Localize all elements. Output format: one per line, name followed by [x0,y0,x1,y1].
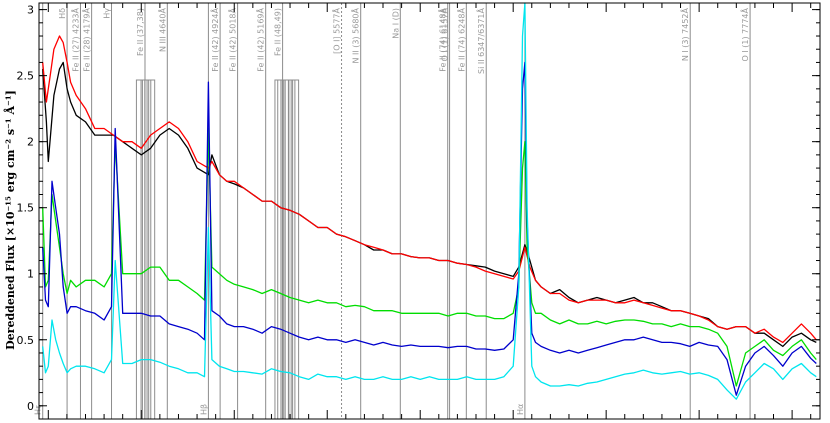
y-tick-label: 2 [27,136,34,149]
line-id-label: Hδ [58,8,67,19]
multiplet-box [288,79,296,420]
multiplet-box [144,79,152,420]
y-axis-label: Dereddened Flux [×10⁻¹⁵ erg cm⁻² s⁻¹ Å⁻¹… [3,90,17,350]
line-id-label: Fe II (74) 6248Å [455,7,466,71]
series-black [42,61,817,348]
line-id-label: Hε [34,405,43,415]
line-id-label: O I (1) 6157Å [439,7,450,61]
multiplet-box [148,79,156,420]
series-red [42,35,817,344]
chart-axes: 0 0.5 1 1.5 2 2.5 3 [17,2,821,420]
line-id-label: N I (3) 7452Å [679,7,690,61]
series-blue [42,61,817,396]
line-id-label: [O I] 5577Å [331,7,342,53]
line-id-label: Fe II (42) 5018Å [227,7,238,71]
line-id-label: Fe II (37,38) [136,8,145,56]
y-tick-label: 1.5 [17,202,35,215]
line-id-label: Fe II (27) 4233Å [69,7,80,71]
line-id-label: N II (3) 5680Å [350,7,361,63]
y-tick-label: 0.5 [17,334,35,347]
line-identification-markers: Hε Hδ Fe II (27) 4233Å Fe II (28) 4179Å Hγ Fe… [34,3,751,420]
line-id-label: Fe II (74) 6148Å [437,7,448,71]
plot-frame [38,2,821,420]
line-id-label: Si II 6347/6371Å [475,7,486,74]
line-id-label: Fe II (42) 5169Å [255,7,266,71]
multiplet-box [292,79,300,420]
line-id-label: N III 4640Å [156,7,167,52]
line-id-label: Hα [516,404,525,415]
y-tick-label: 3 [27,4,34,17]
y-tick-label: 2.5 [17,70,35,83]
y-tick-label: 0 [27,400,34,413]
line-id-label: O I (1) 7774Å [739,7,750,61]
spectrum-series [42,2,817,400]
line-id-label: Hβ [199,404,208,415]
line-id-label: Fe II (42) 4924Å [209,7,220,71]
line-id-label: Hγ [103,8,112,19]
line-id-label: Na I (D) [391,8,400,39]
series-green [42,127,817,387]
series-cyan [42,2,817,400]
y-tick-label: 1 [27,268,34,281]
line-id-label: Fe II (48,49) [274,8,283,56]
line-id-label: Fe II (28) 4179Å [81,7,92,71]
